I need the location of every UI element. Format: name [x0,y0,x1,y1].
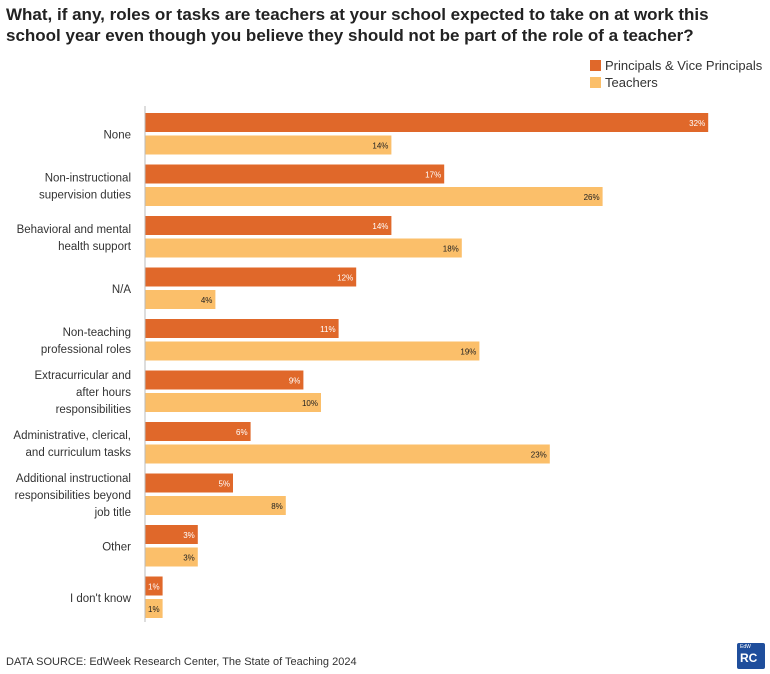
bar-principals-8 [145,525,198,544]
bar-principals-7 [145,473,233,493]
legend-swatch-teachers [590,77,601,88]
category-label-9: I don't know [70,593,132,605]
bar-teachers-8 [145,547,198,567]
bar-principals-3 [145,267,357,287]
bar-teachers-4 [145,341,480,361]
data-label-teachers-5: 10% [302,399,318,408]
bar-principals-9 [145,576,163,596]
legend-item-principals: Principals & Vice Principals [590,57,762,74]
edweek-rc-logo: EdW RC [737,643,765,669]
data-label-teachers-0: 14% [372,142,388,151]
category-label-7: Additional instructional responsibilities… [15,473,131,519]
bar-principals-1 [145,164,445,184]
data-label-principals-1: 17% [425,171,441,180]
category-label-6: Administrative, clerical, and curriculum … [13,430,131,459]
data-label-principals-0: 32% [689,119,705,128]
category-label-5: Extracurricular and after hours responsibi… [34,370,131,416]
category-label-2: Behavioral and mental health support [17,224,132,253]
bar-teachers-3 [145,290,216,309]
data-label-teachers-8: 3% [183,554,195,563]
bar-teachers-6 [145,444,550,464]
category-label-3: N/A [112,284,132,296]
legend-swatch-principals [590,60,601,71]
data-label-principals-9: 1% [148,583,160,592]
logo-small-text: EdW [740,644,751,650]
bar-teachers-0 [145,135,392,155]
bar-teachers-5 [145,393,321,412]
data-source-note: DATA SOURCE: EdWeek Research Center, The… [6,656,357,668]
legend-item-teachers: Teachers [590,74,762,91]
data-label-principals-3: 12% [337,274,353,283]
legend: Principals & Vice Principals Teachers [590,57,762,91]
bar-principals-5 [145,370,304,390]
bar-principals-4 [145,319,339,338]
bar-principals-6 [145,422,251,441]
chart-title: What, if any, roles or tasks are teacher… [6,5,709,45]
bar-principals-0 [145,113,709,132]
data-label-principals-7: 5% [218,480,230,489]
data-label-principals-6: 6% [236,428,248,437]
bar-teachers-7 [145,496,286,515]
data-label-teachers-2: 18% [443,245,459,254]
data-label-principals-4: 11% [320,325,335,334]
data-label-principals-5: 9% [289,377,301,386]
data-label-teachers-4: 19% [460,348,476,357]
category-label-4: Non-teaching professional roles [41,327,131,356]
data-label-teachers-1: 26% [584,193,600,202]
category-label-8: Other [102,541,131,553]
data-label-principals-8: 3% [183,531,195,540]
bar-teachers-1 [145,187,603,206]
category-label-0: None [104,129,132,141]
legend-label-teachers: Teachers [605,75,658,90]
data-label-teachers-9: 1% [148,605,160,614]
data-label-teachers-7: 8% [271,502,283,511]
bar-principals-2 [145,216,392,235]
bar-teachers-2 [145,238,462,258]
data-label-teachers-6: 23% [531,451,547,460]
bar-teachers-9 [145,599,163,618]
data-label-teachers-3: 4% [201,296,213,305]
legend-label-principals: Principals & Vice Principals [605,58,763,73]
category-label-1: Non-instructional supervision duties [39,172,131,201]
logo-big-text: RC [740,651,758,665]
data-label-principals-2: 14% [372,222,388,231]
